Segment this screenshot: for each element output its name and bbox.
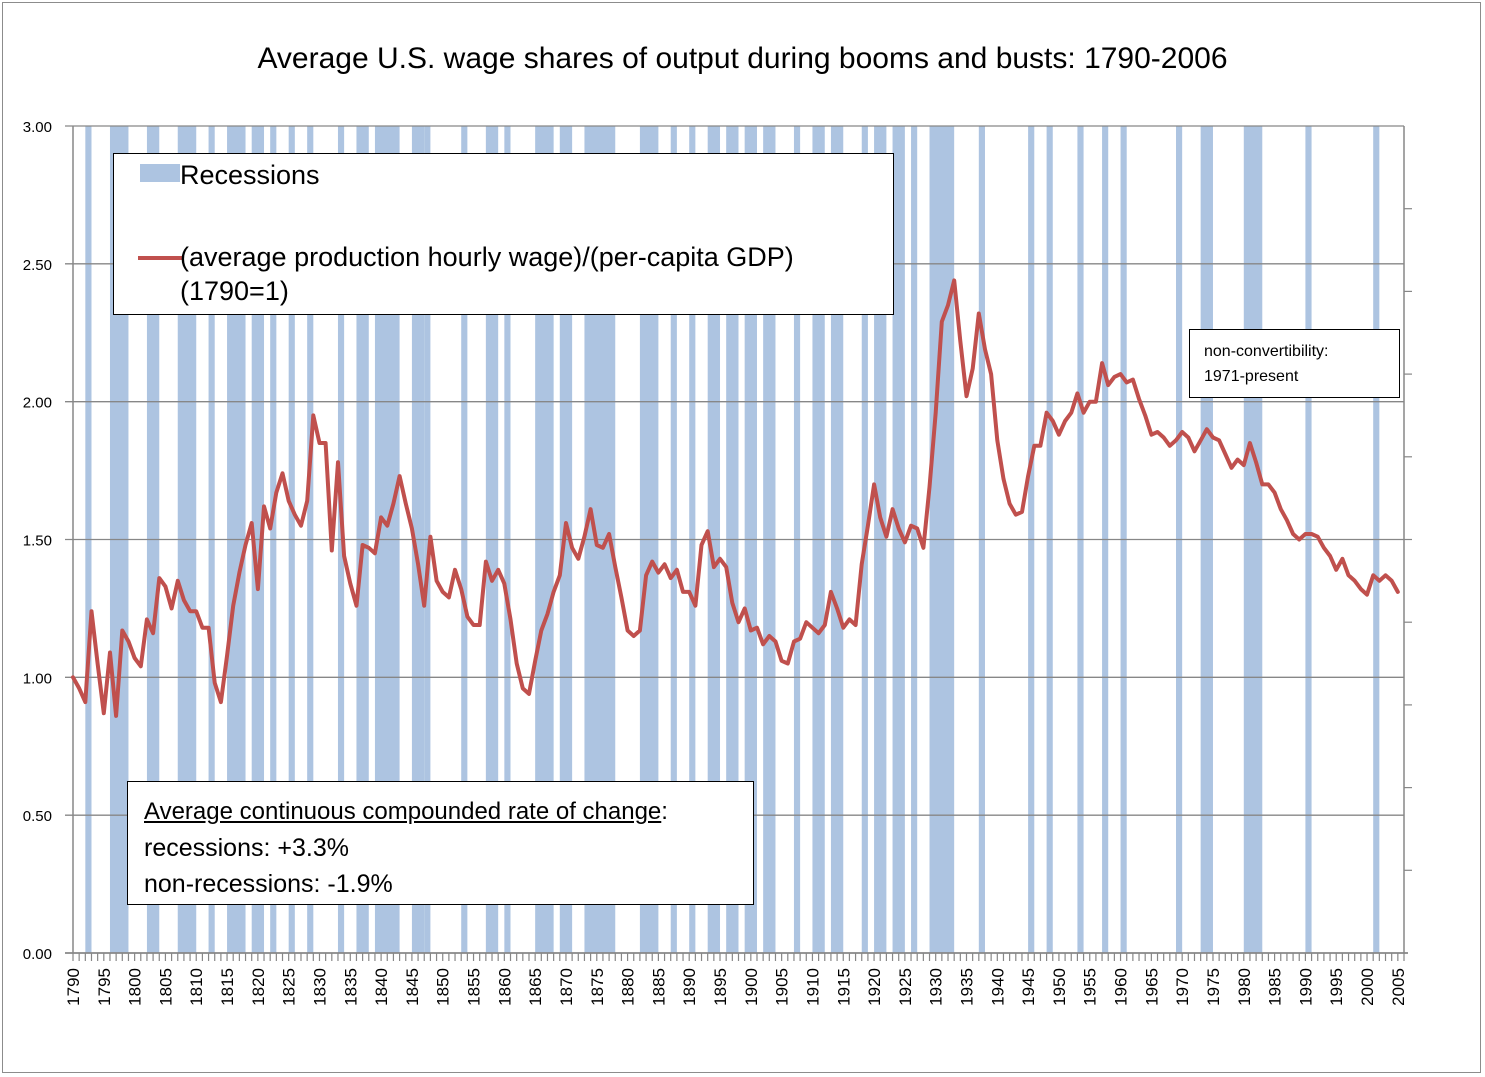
x-tick-label: 1900 <box>742 968 761 1006</box>
x-tick-label: 1925 <box>896 968 915 1006</box>
y-tick-label: 0.50 <box>23 808 52 825</box>
y-tick-label: 2.00 <box>23 395 52 412</box>
y-tick-label: 0.00 <box>23 946 52 963</box>
y-tick-label: 3.00 <box>23 119 52 136</box>
x-tick-label: 1865 <box>526 968 545 1006</box>
x-tick-label: 1955 <box>1081 968 1100 1006</box>
x-tick-label: 1875 <box>588 968 607 1006</box>
x-tick-label: 1800 <box>126 968 145 1006</box>
x-tick-label: 1850 <box>434 968 453 1006</box>
x-tick-label: 1975 <box>1204 968 1223 1006</box>
y-tick-labels: 0.00 0.50 1.00 1.50 2.00 2.50 3.00 <box>23 119 52 963</box>
legend-recession-swatch <box>140 164 180 182</box>
legend-recessions-label: Recessions <box>180 160 320 190</box>
y-tick-label: 2.50 <box>23 257 52 274</box>
x-tick-label: 1990 <box>1296 968 1315 1006</box>
x-tick-label: 1810 <box>187 968 206 1006</box>
stats-recessions: recessions: +3.3% <box>144 834 349 862</box>
legend-series-label: (average production hourly wage)/(per-ca… <box>180 240 794 308</box>
x-tick-label: 1840 <box>372 968 391 1006</box>
x-tick-label: 1835 <box>341 968 360 1006</box>
legend: Recessions (average production hourly wa… <box>113 153 894 315</box>
y-tick-label: 1.00 <box>23 670 52 687</box>
x-tick-label: 2005 <box>1389 968 1408 1006</box>
x-tick-label: 1895 <box>711 968 730 1006</box>
non-convertibility-note: non-convertibility: 1971-present <box>1189 329 1400 398</box>
stats-heading: Average continuous compounded rate of ch… <box>144 794 737 830</box>
x-tick-label: 1830 <box>310 968 329 1006</box>
x-tick-label: 1820 <box>249 968 268 1006</box>
x-tick-label: 1790 <box>64 968 83 1006</box>
legend-series-label-line1: (average production hourly wage)/(per-ca… <box>180 242 794 272</box>
x-tick-label: 1980 <box>1235 968 1254 1006</box>
x-tick-label: 1860 <box>495 968 514 1006</box>
stats-non-recessions: non-recessions: -1.9% <box>144 870 393 898</box>
x-tick-label: 1970 <box>1173 968 1192 1006</box>
axes <box>65 126 1412 961</box>
stats-annotation: Average continuous compounded rate of ch… <box>127 781 754 905</box>
legend-series-label-line2: (1790=1) <box>180 276 289 306</box>
x-tick-label: 1920 <box>865 968 884 1006</box>
x-tick-label: 1805 <box>156 968 175 1006</box>
y-tick-label: 1.50 <box>23 533 52 550</box>
x-tick-label: 1915 <box>834 968 853 1006</box>
note-line-2: 1971-present <box>1204 368 1299 385</box>
x-tick-label: 1855 <box>465 968 484 1006</box>
x-tick-label: 1995 <box>1327 968 1346 1006</box>
stats-heading-colon: : <box>661 798 668 825</box>
x-tick-label: 1825 <box>280 968 299 1006</box>
x-tick-label: 1950 <box>1050 968 1069 1006</box>
x-tick-label: 1930 <box>927 968 946 1006</box>
stats-heading-text: Average continuous compounded rate of ch… <box>144 798 662 825</box>
x-tick-label: 1940 <box>988 968 1007 1006</box>
x-tick-label: 1945 <box>1019 968 1038 1006</box>
x-tick-label: 1905 <box>773 968 792 1006</box>
x-tick-label: 1935 <box>957 968 976 1006</box>
x-tick-label: 1880 <box>619 968 638 1006</box>
wage-share-line <box>71 278 1400 718</box>
wage-share-series <box>71 278 1400 718</box>
x-tick-label: 1960 <box>1112 968 1131 1006</box>
x-tick-labels: 1790 1795 1800 1805 1810 1815 1820 1825 1830 1835… <box>64 968 1408 1006</box>
x-tick-label: 1890 <box>680 968 699 1006</box>
x-tick-label: 1885 <box>649 968 668 1006</box>
x-tick-label: 1870 <box>557 968 576 1006</box>
x-tick-label: 1845 <box>403 968 422 1006</box>
x-tick-label: 1985 <box>1266 968 1285 1006</box>
x-tick-label: 1815 <box>218 968 237 1006</box>
x-tick-label: 2000 <box>1358 968 1377 1006</box>
x-tick-label: 1965 <box>1142 968 1161 1006</box>
chart-title: Average U.S. wage shares of output durin… <box>257 42 1228 75</box>
note-line-1: non-convertibility: <box>1204 343 1329 360</box>
legend-line-swatch <box>138 256 182 260</box>
x-tick-label: 1795 <box>95 968 114 1006</box>
x-tick-label: 1910 <box>803 968 822 1006</box>
